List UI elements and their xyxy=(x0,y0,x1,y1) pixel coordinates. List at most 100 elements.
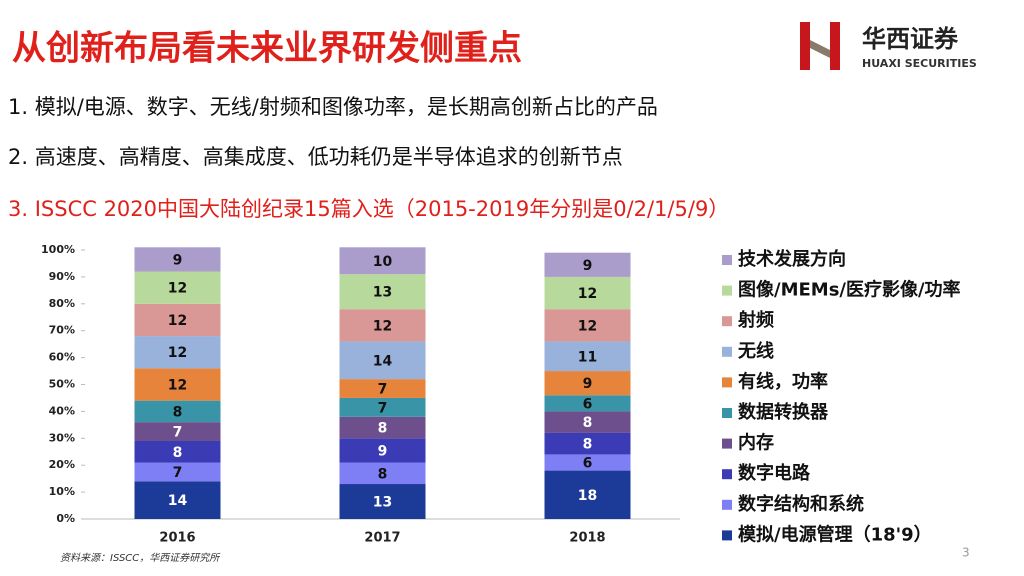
data-label: 7 xyxy=(378,400,388,416)
legend-swatch xyxy=(722,469,732,480)
legend-swatch xyxy=(722,346,732,357)
data-label: 12 xyxy=(168,378,187,394)
data-label: 12 xyxy=(168,313,187,329)
bar-segment xyxy=(544,470,631,519)
data-label: 12 xyxy=(578,286,597,302)
data-label: 10 xyxy=(373,254,393,270)
legend-label: 有线，功率 xyxy=(738,370,828,392)
bar-segment xyxy=(134,303,221,337)
bar-segment xyxy=(134,462,221,482)
data-label: 7 xyxy=(173,465,183,481)
bar-segment xyxy=(544,411,631,433)
data-label: 8 xyxy=(378,421,388,437)
data-label: 14 xyxy=(168,493,188,509)
data-label: 6 xyxy=(583,396,593,412)
bar-segment xyxy=(544,309,631,342)
data-label: 8 xyxy=(173,445,183,461)
data-label: 13 xyxy=(373,495,392,511)
logo xyxy=(800,22,840,70)
bar-segment xyxy=(544,341,631,372)
data-label: 12 xyxy=(373,318,392,334)
y-tick-label: 30% xyxy=(49,431,75,444)
legend-label: 数据转换器 xyxy=(738,401,829,423)
logo-text: 华西证券 xyxy=(862,25,959,53)
bar-segment xyxy=(339,484,426,519)
bar-segment xyxy=(339,397,426,417)
y-tick-label: 90% xyxy=(49,270,75,283)
legend-swatch xyxy=(722,316,732,327)
legend-label: 射频 xyxy=(737,309,774,331)
y-tick-label: 100% xyxy=(41,243,75,256)
logo-mark xyxy=(800,22,810,70)
data-label: 9 xyxy=(583,376,593,392)
data-label: 9 xyxy=(583,258,593,274)
bar-segment xyxy=(544,395,631,412)
bar-segment xyxy=(339,341,426,380)
data-label: 8 xyxy=(583,437,593,453)
data-label: 14 xyxy=(373,353,393,369)
bar-segment xyxy=(339,247,426,275)
bar-segment xyxy=(339,309,426,342)
data-label: 9 xyxy=(173,252,183,268)
legend-label: 技术发展方向 xyxy=(738,248,846,270)
legend-swatch xyxy=(722,255,732,265)
data-label: 12 xyxy=(578,318,597,334)
x-tick-label: 2016 xyxy=(159,531,195,546)
bar-segment xyxy=(134,336,221,369)
bar-segment xyxy=(134,271,221,304)
y-tick-label: 60% xyxy=(49,351,75,364)
data-label: 8 xyxy=(583,415,593,431)
y-tick-label: 0% xyxy=(56,512,75,525)
data-label: 9 xyxy=(378,443,388,459)
legend-swatch xyxy=(722,408,732,418)
bar-segment xyxy=(134,481,221,519)
bar-segment xyxy=(339,379,426,398)
legend-swatch xyxy=(722,377,732,388)
legend-label: 内存 xyxy=(738,432,774,454)
y-tick-label: 20% xyxy=(49,458,75,471)
bar-segment xyxy=(544,252,631,277)
y-tick-label: 40% xyxy=(49,404,75,417)
logo-mark xyxy=(830,22,840,70)
data-label: 12 xyxy=(168,281,187,297)
point: 3. ISSCC 2020中国大陆创纪录15篇入选（2015-2019年分别是0… xyxy=(8,197,729,221)
data-label: 7 xyxy=(378,382,388,398)
bar-segment xyxy=(339,462,426,485)
legend-swatch xyxy=(722,530,732,541)
y-tick-label: 10% xyxy=(49,485,75,498)
data-label: 7 xyxy=(173,425,183,441)
data-label: 11 xyxy=(578,349,597,365)
logo-subtext: HUAXI SECURITIES xyxy=(862,57,977,70)
bar-segment xyxy=(134,400,221,423)
x-tick-label: 2017 xyxy=(364,531,400,546)
y-tick-label: 80% xyxy=(49,297,75,310)
legend-label: 模拟/电源管理（18'9） xyxy=(738,523,932,545)
legend-label: 数字结构和系统 xyxy=(738,493,864,515)
bar-segment xyxy=(339,274,426,310)
point: 2. 高速度、高精度、高集成度、低功耗仍是半导体追求的创新节点 xyxy=(8,145,623,169)
logo-mark xyxy=(810,40,830,58)
legend-swatch xyxy=(722,438,732,449)
legend-swatch xyxy=(722,285,732,296)
point: 1. 模拟/电源、数字、无线/射频和图像功率，是长期高创新占比的产品 xyxy=(8,95,658,119)
bar-segment xyxy=(339,416,426,439)
legend-label: 无线 xyxy=(738,340,774,362)
bar-segment xyxy=(134,247,221,272)
bar-segment xyxy=(134,440,221,463)
y-tick-label: 70% xyxy=(49,324,75,337)
legend-label: 数字电路 xyxy=(738,462,811,484)
legend-label: 图像/MEMs/医疗影像/功率 xyxy=(738,279,961,301)
x-tick-label: 2018 xyxy=(569,531,605,546)
bar-segment xyxy=(544,454,631,471)
data-label: 12 xyxy=(168,345,187,361)
bar-segment xyxy=(544,276,631,310)
source-note: 资料来源：ISSCC，华西证券研究所 xyxy=(60,552,221,564)
data-label: 18 xyxy=(578,488,597,504)
slide-title: 从创新布局看未来业界研发侧重点 xyxy=(12,29,522,69)
legend-swatch xyxy=(722,499,732,510)
data-label: 13 xyxy=(373,285,392,301)
bar-segment xyxy=(544,432,631,455)
bar-segment xyxy=(134,368,221,401)
data-label: 6 xyxy=(583,456,593,472)
